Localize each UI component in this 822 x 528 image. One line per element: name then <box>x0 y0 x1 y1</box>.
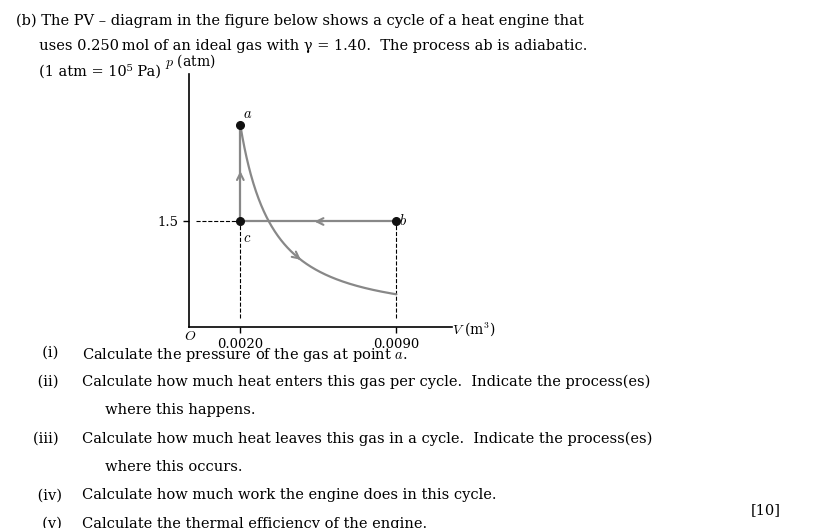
Text: (i): (i) <box>33 346 67 360</box>
Text: (iv): (iv) <box>33 488 72 503</box>
Text: [10]: [10] <box>751 503 781 517</box>
Text: $c$: $c$ <box>243 231 252 245</box>
Text: where this happens.: where this happens. <box>82 403 256 417</box>
Text: where this occurs.: where this occurs. <box>82 460 242 474</box>
Text: $a$: $a$ <box>243 107 252 121</box>
Text: $p$ (atm): $p$ (atm) <box>165 52 215 71</box>
Text: uses 0.250 mol of an ideal gas with γ = 1.40.  The process ab is adiabatic.: uses 0.250 mol of an ideal gas with γ = … <box>16 39 588 53</box>
Text: (v): (v) <box>33 517 71 528</box>
Text: (b) The PV – diagram in the figure below shows a cycle of a heat engine that: (b) The PV – diagram in the figure below… <box>16 13 584 27</box>
Text: Calculate how much heat leaves this gas in a cycle.  Indicate the process(es): Calculate how much heat leaves this gas … <box>82 431 653 446</box>
Text: Calculate the pressure of the gas at point $a$.: Calculate the pressure of the gas at poi… <box>82 346 408 364</box>
Text: $b$: $b$ <box>399 213 407 228</box>
Text: Calculate how much heat enters this gas per cycle.  Indicate the process(es): Calculate how much heat enters this gas … <box>82 374 650 389</box>
Text: (iii): (iii) <box>33 431 67 446</box>
Text: Calculate how much work the engine does in this cycle.: Calculate how much work the engine does … <box>82 488 496 503</box>
Text: Calculate the thermal efficiency of the engine.: Calculate the thermal efficiency of the … <box>82 517 427 528</box>
Text: $V$ (m$^3$): $V$ (m$^3$) <box>452 320 496 338</box>
Text: (1 atm = 10⁵ Pa): (1 atm = 10⁵ Pa) <box>16 64 161 78</box>
Text: $O$: $O$ <box>184 329 196 343</box>
Text: (ii): (ii) <box>33 374 67 389</box>
